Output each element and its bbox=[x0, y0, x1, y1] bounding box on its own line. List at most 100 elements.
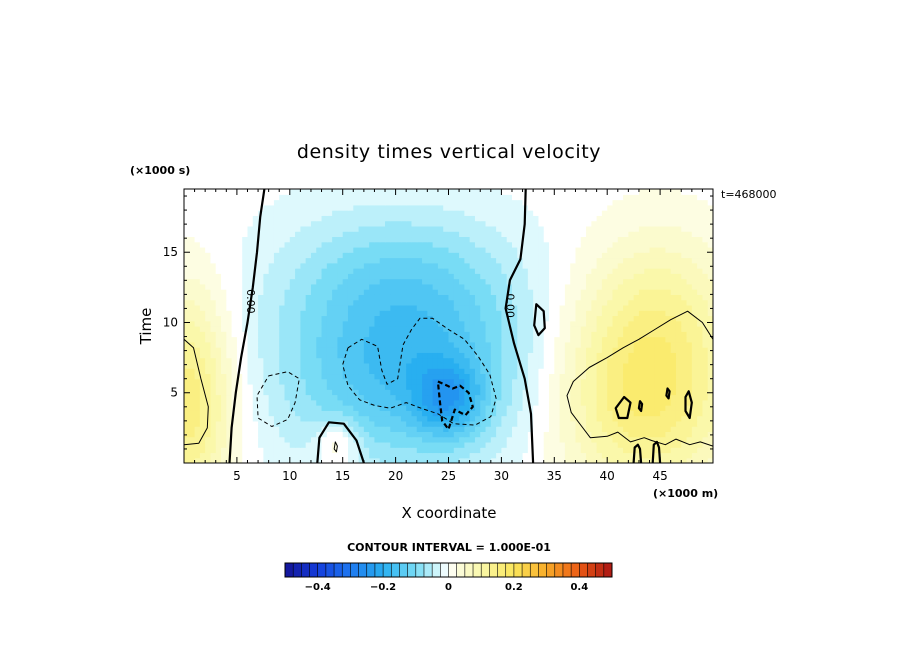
heat-cell bbox=[469, 457, 476, 463]
heat-cell bbox=[586, 415, 592, 422]
heat-cell bbox=[411, 320, 418, 327]
heat-cell bbox=[210, 373, 217, 380]
heat-cell bbox=[601, 452, 608, 459]
heat-cell bbox=[697, 436, 704, 443]
heat-cell bbox=[252, 210, 259, 216]
heat-cell bbox=[258, 241, 264, 248]
heat-cell bbox=[654, 436, 661, 443]
heat-cell bbox=[194, 268, 201, 274]
heat-cell bbox=[538, 294, 545, 301]
heat-cell bbox=[538, 310, 545, 317]
heat-cell bbox=[554, 405, 561, 411]
heat-cell bbox=[501, 299, 508, 306]
heat-cell bbox=[427, 394, 434, 401]
heat-cell bbox=[300, 241, 307, 248]
heat-cell bbox=[575, 368, 582, 375]
heat-cell bbox=[385, 304, 391, 311]
heat-cell bbox=[559, 273, 566, 280]
heat-cell bbox=[353, 262, 360, 269]
heat-cell bbox=[511, 452, 518, 459]
heat-cell bbox=[623, 336, 629, 343]
heat-cell bbox=[633, 257, 640, 264]
heat-cell bbox=[649, 236, 656, 243]
heat-cell bbox=[549, 347, 555, 353]
heat-cell bbox=[564, 436, 571, 443]
heat-cell bbox=[607, 320, 614, 327]
heat-cell bbox=[681, 283, 688, 290]
heat-cell bbox=[332, 347, 339, 353]
heat-cell bbox=[295, 304, 301, 311]
heat-cell bbox=[268, 225, 275, 232]
heat-cell bbox=[273, 326, 280, 332]
heat-cell bbox=[189, 383, 196, 390]
heat-cell bbox=[623, 210, 629, 216]
heat-cell bbox=[607, 341, 614, 348]
heat-cell bbox=[496, 373, 502, 380]
heat-cell bbox=[564, 373, 571, 380]
heat-cell bbox=[432, 426, 439, 432]
heat-cell bbox=[633, 389, 640, 396]
heat-cell bbox=[511, 310, 518, 317]
heat-cell bbox=[353, 199, 360, 206]
heat-cell bbox=[501, 426, 508, 432]
heat-cell bbox=[353, 252, 360, 259]
heat-cell bbox=[617, 368, 624, 375]
heat-cell bbox=[199, 246, 206, 253]
heat-cell bbox=[527, 362, 534, 369]
heat-cell bbox=[496, 215, 502, 222]
heat-cell bbox=[554, 368, 561, 375]
heat-cell bbox=[326, 331, 333, 338]
heat-cell bbox=[310, 347, 317, 353]
heat-cell bbox=[633, 304, 640, 311]
heat-cell bbox=[474, 331, 481, 338]
heat-cell bbox=[564, 246, 571, 253]
heat-cell bbox=[252, 362, 259, 369]
heat-cell bbox=[570, 231, 577, 238]
heat-cell bbox=[395, 220, 402, 227]
heat-cell bbox=[422, 341, 428, 348]
heat-cell bbox=[273, 373, 280, 380]
heat-cell bbox=[289, 236, 296, 243]
heat-cell bbox=[437, 294, 444, 301]
heat-cell bbox=[226, 373, 233, 380]
heat-cell bbox=[469, 420, 476, 427]
heat-cell bbox=[432, 405, 439, 411]
heat-cell bbox=[633, 368, 640, 375]
heat-cell bbox=[464, 457, 471, 463]
heat-cell bbox=[236, 199, 243, 206]
heat-cell bbox=[273, 368, 280, 375]
heat-cell bbox=[707, 352, 713, 359]
heat-cell bbox=[448, 299, 455, 306]
heat-cell bbox=[226, 278, 233, 285]
heat-cell bbox=[580, 289, 587, 295]
heat-cell bbox=[289, 262, 296, 269]
heat-cell bbox=[660, 204, 666, 211]
heat-cell bbox=[490, 246, 497, 253]
heat-cell bbox=[670, 241, 677, 248]
heat-cell bbox=[358, 457, 365, 463]
heat-cell bbox=[644, 204, 651, 211]
heat-cell bbox=[554, 373, 561, 380]
heat-cell bbox=[543, 383, 550, 390]
heat-cell bbox=[347, 225, 354, 232]
heat-cell bbox=[221, 315, 227, 322]
heat-cell bbox=[279, 405, 286, 411]
heat-cell bbox=[310, 447, 317, 454]
heat-cell bbox=[279, 357, 286, 364]
heat-cell bbox=[633, 268, 640, 274]
heat-cell bbox=[316, 204, 323, 211]
heat-cell bbox=[252, 368, 259, 375]
heat-cell bbox=[607, 420, 614, 427]
heat-cell bbox=[395, 341, 402, 348]
heat-cell bbox=[326, 378, 333, 385]
heat-cell bbox=[252, 231, 259, 238]
heat-cell bbox=[422, 336, 428, 343]
heat-cell bbox=[385, 426, 391, 432]
heat-cell bbox=[326, 320, 333, 327]
heat-cell bbox=[353, 378, 360, 385]
heat-cell bbox=[184, 373, 190, 380]
heat-cell bbox=[242, 246, 249, 253]
heat-cell bbox=[612, 368, 619, 375]
heat-cell bbox=[236, 452, 243, 459]
heat-cell bbox=[633, 236, 640, 243]
